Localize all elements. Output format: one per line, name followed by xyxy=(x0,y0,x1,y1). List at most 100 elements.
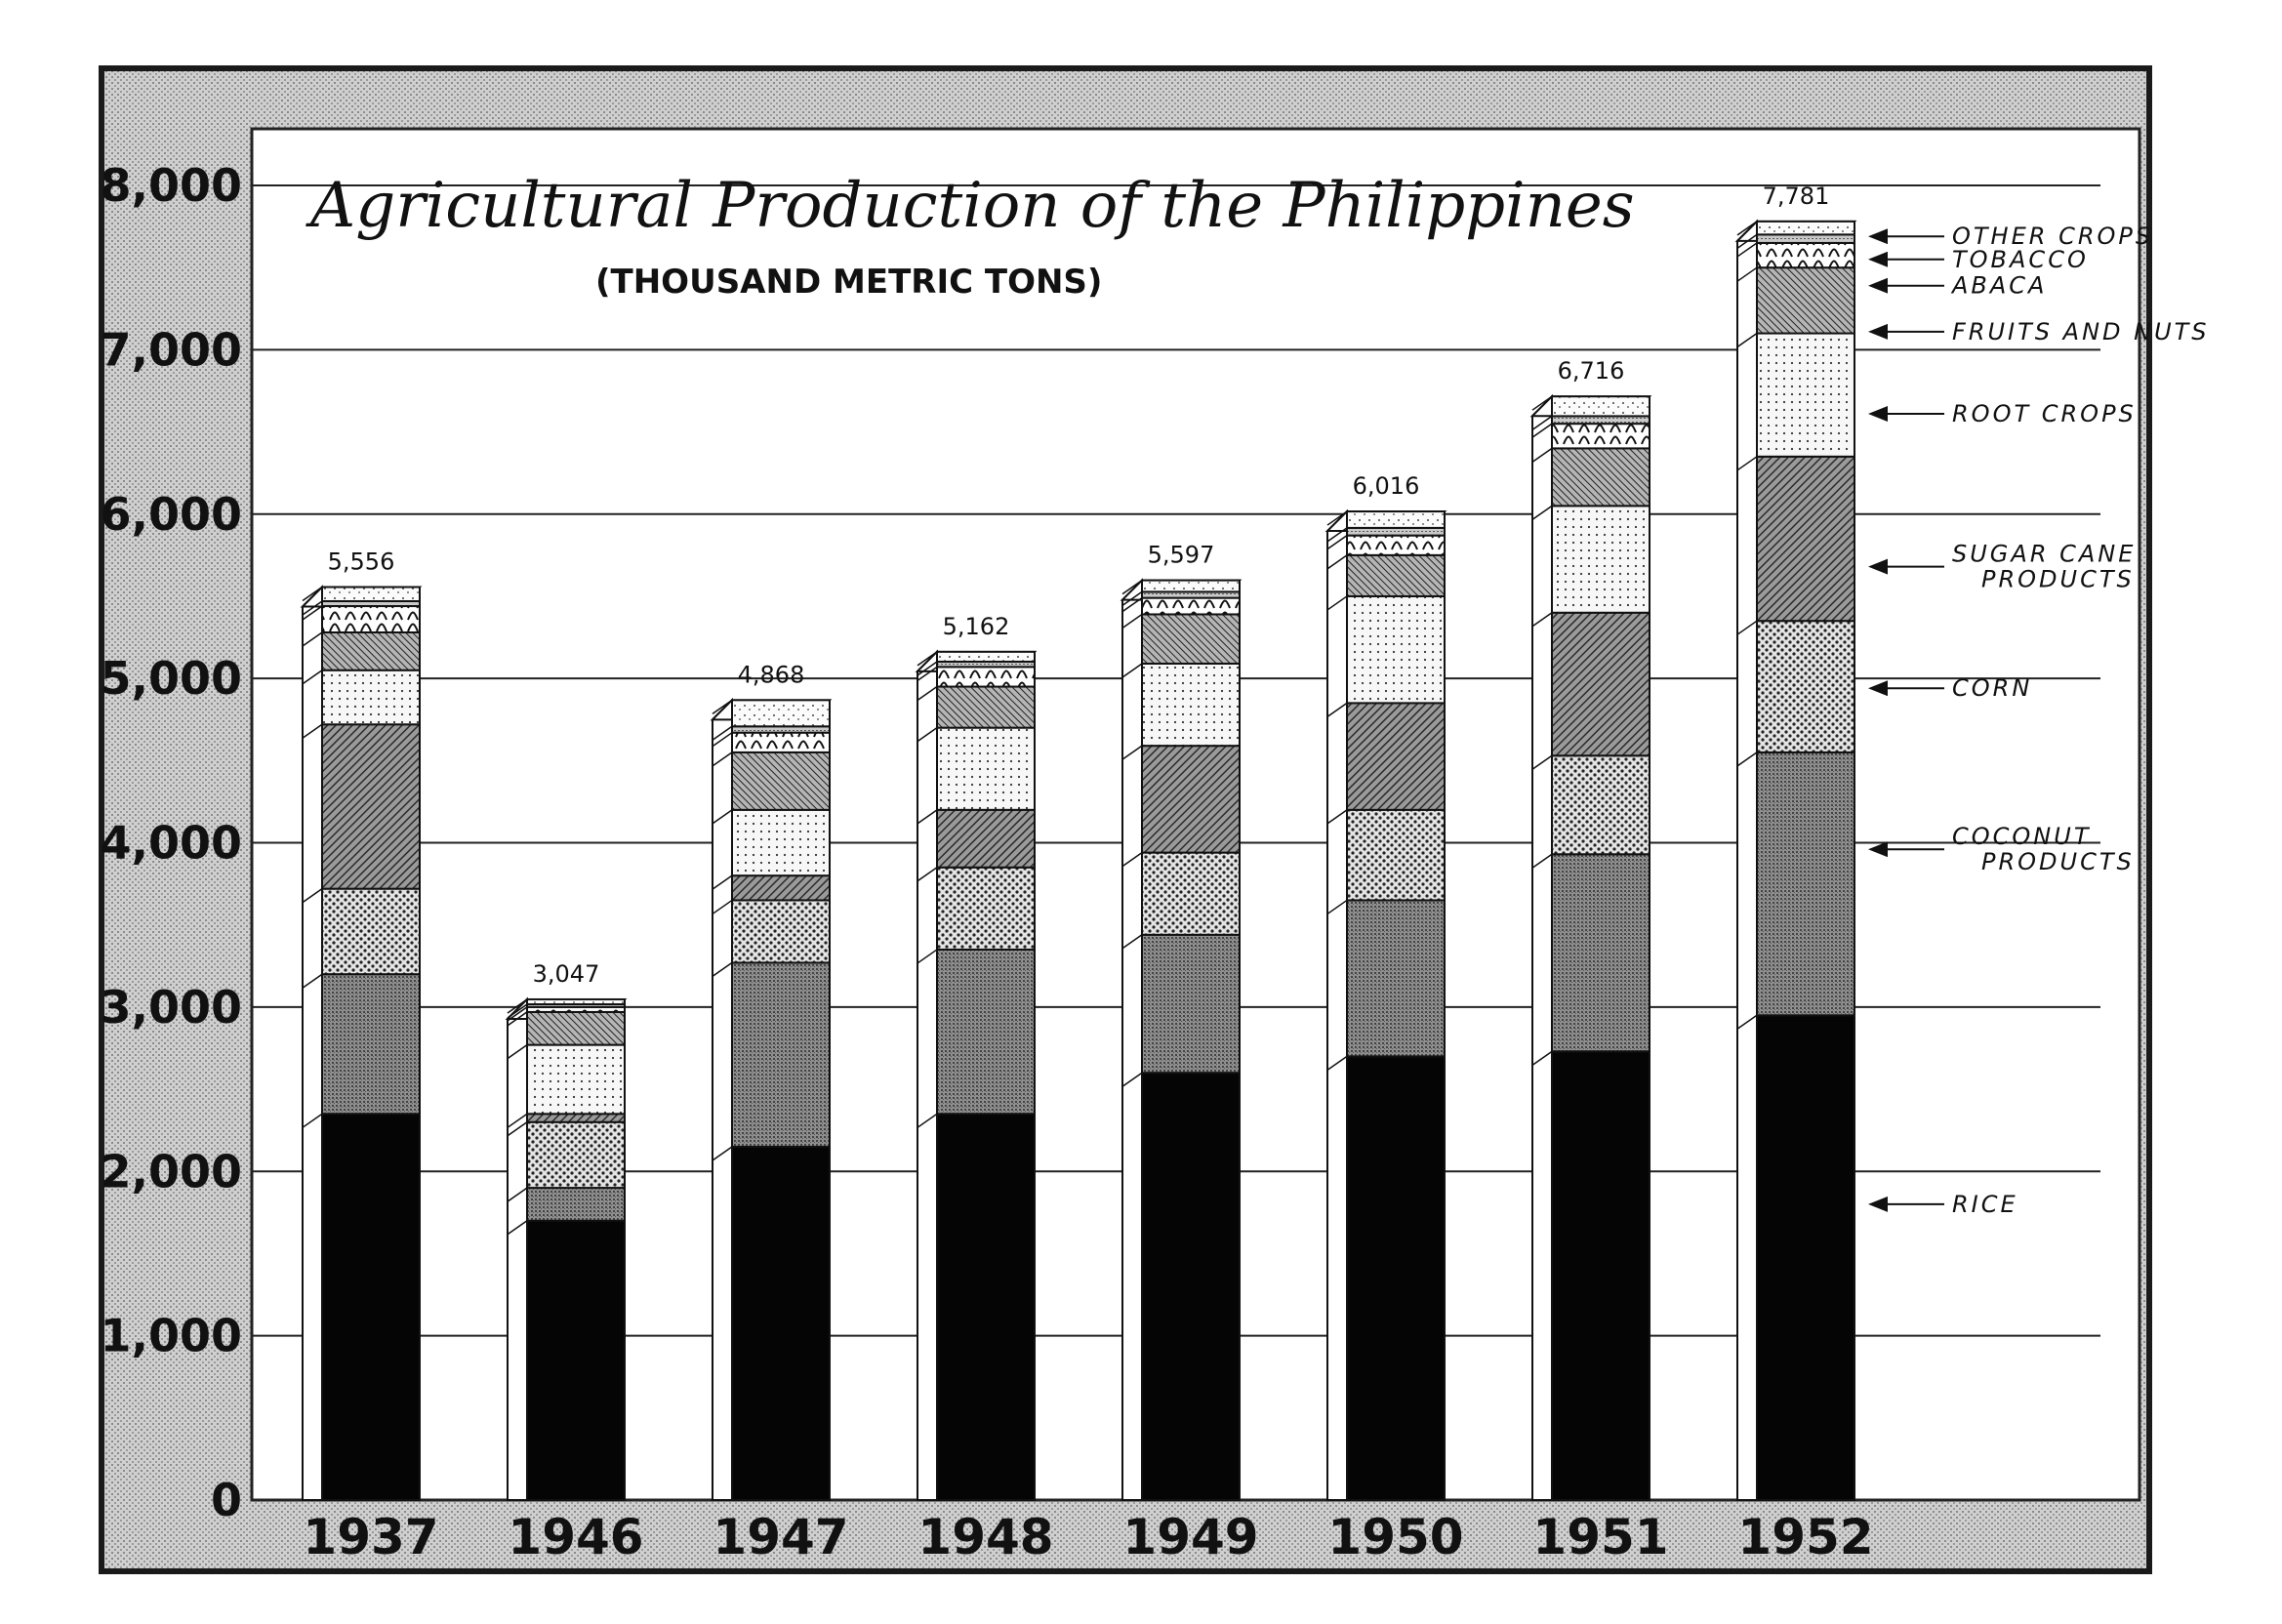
bar-stack-1946 xyxy=(505,996,628,1501)
bar-segment-fruits-and-nuts xyxy=(1141,613,1241,665)
x-tick-label: 1952 xyxy=(1737,1509,1873,1565)
bar-segment-rice xyxy=(1756,1014,1855,1501)
bar-segment-fruits-and-nuts xyxy=(321,630,421,671)
bar-segment-abaca xyxy=(936,666,1036,688)
bar-side-divider xyxy=(1736,620,1758,635)
y-tick-label: 3,000 xyxy=(100,981,242,1034)
bar-segment-corn xyxy=(526,1120,626,1190)
bar-segment-other-crops xyxy=(731,699,831,728)
bar-segment-root-crops xyxy=(526,1043,626,1116)
bar-segment-fruits-and-nuts xyxy=(936,685,1036,729)
bar-segment-other-crops xyxy=(1141,579,1241,593)
bar-side-divider xyxy=(302,888,323,904)
bar-total-label: 6,016 xyxy=(1353,472,1420,500)
bar-side-divider xyxy=(1736,751,1758,767)
bar-segment-other-crops xyxy=(1346,510,1446,529)
bar-side-divider xyxy=(1326,702,1348,717)
legend-label: PRODUCTS xyxy=(1981,848,2135,875)
bar-side-divider xyxy=(712,809,733,825)
legend-item-other-crops: OTHER CROPS xyxy=(1868,223,2150,250)
chart-title: Agricultural Production of the Philippin… xyxy=(306,170,1635,242)
bar-segment-other-crops xyxy=(936,650,1036,663)
bar-segment-sugar-cane-products xyxy=(1551,611,1650,757)
bar-segment-coconut-products xyxy=(1551,853,1650,1053)
bar-side-divider xyxy=(1326,1055,1348,1072)
bar-side-divider xyxy=(1531,1050,1553,1066)
bar-side-divider xyxy=(302,973,323,989)
y-axis-ticks: 0 1,000 2,000 3,000 4,000 5,000 6,000 7,000 8,00… xyxy=(100,159,242,1526)
bar-side-divider xyxy=(1326,535,1348,550)
bar-side-divider xyxy=(1326,899,1348,915)
bar-side-divider xyxy=(917,661,938,676)
legend-label: RICE xyxy=(1952,1191,2018,1218)
bar-side-divider xyxy=(1121,745,1143,760)
bar-side-divider xyxy=(917,1113,938,1128)
chart-subtitle: (THOUSAND METRIC TONS) xyxy=(595,263,1102,302)
bar-side-divider xyxy=(507,1121,528,1137)
bar-side-divider xyxy=(712,732,733,748)
bar-segment-corn xyxy=(1551,754,1650,856)
bar-side-divider xyxy=(1531,853,1553,869)
bar-side-divider xyxy=(507,1006,528,1022)
bar-side-panel xyxy=(712,697,733,1501)
bar-total-label: 3,047 xyxy=(533,960,600,988)
y-tick-label: 5,000 xyxy=(100,652,242,705)
bar-total-label: 5,597 xyxy=(1148,542,1215,569)
bar-side-divider xyxy=(302,670,323,685)
bar-side-divider xyxy=(1326,809,1348,825)
bar-side-divider xyxy=(507,1003,528,1019)
bar-segment-tobacco xyxy=(1756,233,1855,244)
bar-side-divider xyxy=(1531,395,1553,411)
bar-segment-coconut-products xyxy=(1756,751,1855,1017)
bar-total-label: 7,781 xyxy=(1763,183,1830,210)
bar-segment-other-crops xyxy=(1756,220,1855,236)
bar-side-divider xyxy=(712,961,733,978)
bar-stack-1937 xyxy=(300,585,423,1501)
bar-side-divider xyxy=(917,651,938,667)
bar-side-divider xyxy=(1736,242,1758,258)
bar-total-label: 6,716 xyxy=(1558,357,1625,385)
y-tick-label: 8,000 xyxy=(100,159,242,212)
bar-segment-root-crops xyxy=(1141,662,1241,748)
bar-segment-corn xyxy=(1141,851,1241,936)
bar-side-divider xyxy=(302,605,323,621)
legend-label: ROOT CROPS xyxy=(1952,400,2137,427)
bar-segment-rice xyxy=(1551,1050,1650,1502)
bar-segment-corn xyxy=(1346,808,1446,902)
bar-side-divider xyxy=(917,727,938,743)
bar-side-divider xyxy=(917,666,938,681)
bar-side-panel xyxy=(1531,393,1553,1501)
bar-total-label: 5,556 xyxy=(328,548,395,576)
bar-side-divider xyxy=(507,998,528,1014)
bar-segment-fruits-and-nuts xyxy=(526,1010,626,1046)
x-tick-label: 1951 xyxy=(1532,1509,1668,1565)
bar-segment-root-crops xyxy=(731,808,831,877)
bar-segment-fruits-and-nuts xyxy=(731,751,831,811)
bar-side-divider xyxy=(917,949,938,964)
bar-segment-tobacco xyxy=(1346,526,1446,537)
bar-side-divider xyxy=(1531,612,1553,628)
bar-stack-1952 xyxy=(1734,219,1857,1501)
bar-side-panel xyxy=(1326,508,1348,1501)
bar-side-divider xyxy=(917,809,938,825)
bar-segment-other-crops xyxy=(321,586,421,602)
y-tick-label: 1,000 xyxy=(100,1310,242,1362)
bars xyxy=(300,219,1857,1502)
legend-label: PRODUCTS xyxy=(1981,566,2135,593)
bar-side-divider xyxy=(917,685,938,702)
bar-segment-abaca xyxy=(1346,534,1446,556)
bar-side-divider xyxy=(1736,266,1758,282)
bar-segment-rice xyxy=(1346,1055,1446,1501)
bar-side-divider xyxy=(712,699,733,714)
bar-segment-fruits-and-nuts xyxy=(1346,553,1446,597)
bar-segment-sugar-cane-products xyxy=(936,808,1036,869)
bar-segment-abaca xyxy=(731,731,831,753)
bar-segment-coconut-products xyxy=(1346,899,1446,1058)
bar-side-divider xyxy=(1121,590,1143,607)
y-tick-label: 4,000 xyxy=(100,817,242,870)
bar-stack-1948 xyxy=(915,649,1038,1501)
bar-total-label: 5,162 xyxy=(943,613,1010,640)
